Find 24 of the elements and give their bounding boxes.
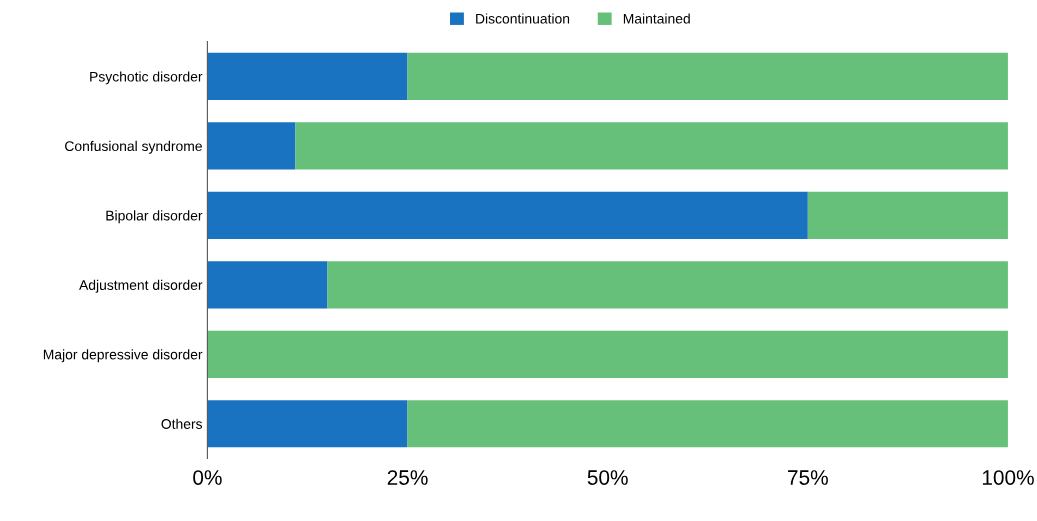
bar: [207, 261, 328, 309]
x-tick-label: 75%: [788, 470, 828, 485]
bar: [207, 52, 408, 101]
bar: [407, 52, 1008, 101]
y-tick-label: Confusional syndrome: [65, 140, 202, 154]
bar: [207, 191, 808, 239]
y-tick-label: Others: [161, 418, 203, 429]
x-tick-label: 100%: [982, 470, 1034, 485]
bar: [295, 122, 1008, 170]
bar: [407, 400, 1008, 448]
x-tick-label: 50%: [587, 470, 628, 485]
y-tick-label: Psychotic disorder: [90, 71, 203, 85]
bar: [207, 330, 1008, 378]
bar: [327, 261, 1008, 309]
x-tick-label: 25%: [387, 470, 428, 485]
y-tick-label: Bipolar disorder: [106, 210, 203, 224]
bar: [207, 400, 408, 448]
bar: [807, 191, 1008, 239]
y-tick-label: Adjustment disorder: [79, 279, 203, 293]
legend-label: Maintained: [623, 13, 690, 24]
y-tick-label: Major depressive disorder: [43, 349, 203, 363]
legend-label: Discontinuation: [476, 13, 570, 24]
bar: [207, 122, 296, 170]
x-tick-label: 0%: [193, 470, 222, 485]
